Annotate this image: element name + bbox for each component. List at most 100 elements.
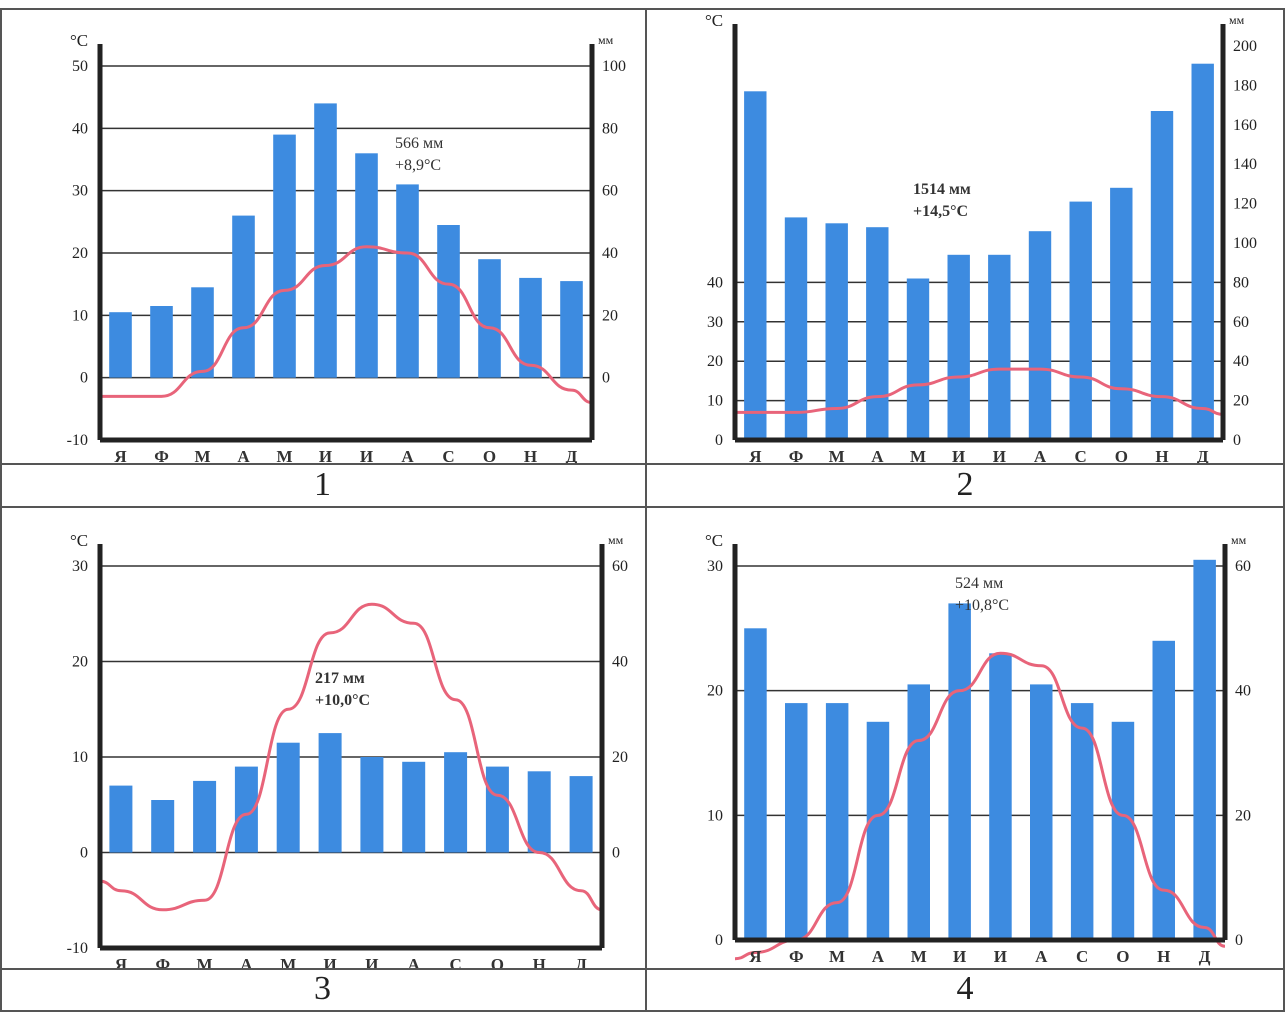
- precip-tick-label-1: 20: [1235, 807, 1251, 824]
- annotation-line-1: 1514 мм: [913, 181, 971, 198]
- month-label-10: О: [1115, 447, 1128, 463]
- precip-bar-3: [825, 223, 848, 440]
- precip-bar-5: [906, 278, 930, 440]
- precip-tick-label-2: 40: [612, 654, 628, 671]
- month-label-12: Д: [1197, 447, 1209, 463]
- temp-tick-label-4: 30: [72, 558, 88, 575]
- month-label-6: И: [319, 447, 332, 463]
- precip-bar-8: [1028, 231, 1052, 440]
- precip-tick-label-7: 140: [1233, 156, 1257, 173]
- annotation-line-1: 217 мм: [315, 670, 365, 687]
- temp-tick-label-2: 10: [72, 749, 88, 766]
- annotation-line-2: +10,0°C: [315, 692, 370, 709]
- precip-tick-label-9: 180: [1233, 77, 1257, 94]
- precip-bar-3: [825, 703, 849, 940]
- month-label-12: Д: [566, 447, 578, 463]
- precip-bar-3: [193, 780, 217, 853]
- precip-bar-8: [402, 761, 426, 853]
- month-label-6: И: [952, 447, 965, 463]
- month-label-2: Ф: [789, 447, 804, 463]
- precip-bar-10: [1110, 187, 1133, 440]
- precip-bar-12: [569, 776, 593, 853]
- caption-4: 4: [956, 970, 974, 1007]
- precip-bar-3: [191, 287, 214, 378]
- month-label-8: А: [408, 955, 421, 968]
- month-label-11: Н: [524, 447, 537, 463]
- month-label-1: Я: [749, 947, 761, 966]
- caption-3: 3: [314, 970, 331, 1007]
- month-label-3: М: [829, 447, 845, 463]
- temp-tick-label-3: 20: [72, 654, 88, 671]
- precip-bar-12: [1191, 63, 1214, 440]
- table-line-caption-top-2: [0, 968, 1285, 970]
- month-label-7: И: [365, 955, 378, 968]
- month-label-3: М: [194, 447, 210, 463]
- temp-tick-label-3: 30: [707, 558, 723, 575]
- temp-unit-label: °C: [705, 531, 723, 550]
- month-label-11: Н: [1155, 447, 1168, 463]
- precip-tick-label-2: 40: [602, 245, 618, 262]
- precip-bar-4: [866, 227, 889, 440]
- precip-bar-11: [1150, 111, 1174, 440]
- temp-tick-label-3: 20: [72, 245, 88, 262]
- climate-chart-2: 0 10 20 30 40 0 20 40 60 80 100 120 140 160 180 200 °C мм…: [705, 11, 1257, 463]
- month-label-7: И: [993, 447, 1006, 463]
- precip-bar-9: [437, 225, 460, 378]
- precip-tick-label-1: 20: [612, 749, 628, 766]
- month-label-8: А: [1035, 947, 1048, 966]
- month-label-6: И: [953, 947, 966, 966]
- precip-bar-2: [150, 306, 173, 378]
- precip-bar-9: [1069, 201, 1092, 440]
- precip-bar-2: [785, 703, 808, 940]
- month-label-10: О: [483, 447, 496, 463]
- precip-tick-label-3: 60: [1235, 558, 1251, 575]
- precip-tick-label-1: 20: [1233, 393, 1249, 410]
- precip-tick-label-8: 160: [1233, 117, 1257, 134]
- precip-bar-11: [1152, 640, 1175, 940]
- caption-1: 1: [314, 466, 331, 503]
- month-label-3: М: [197, 955, 213, 968]
- month-label-8: А: [1034, 447, 1047, 463]
- table-line-caption-top-1: [0, 463, 1285, 465]
- precip-bar-4: [232, 215, 255, 378]
- temp-tick-label-0: -10: [67, 432, 88, 449]
- precip-tick-label-0: 0: [612, 845, 620, 862]
- month-label-1: Я: [115, 955, 127, 968]
- precip-bar-1: [109, 312, 132, 378]
- precip-bar-7: [989, 653, 1012, 940]
- month-label-12: Д: [575, 955, 587, 968]
- precip-bar-10: [485, 766, 509, 853]
- temp-tick-label-6: 50: [72, 58, 88, 75]
- precip-bar-4: [866, 721, 890, 940]
- precip-bar-9: [1070, 703, 1094, 940]
- annotation-line-2: +10,8°C: [955, 597, 1009, 614]
- month-label-2: Ф: [155, 955, 170, 968]
- temp-tick-label-1: 0: [80, 845, 88, 862]
- precip-unit-label: мм: [1229, 13, 1245, 27]
- precip-bar-6: [314, 103, 337, 378]
- precip-tick-label-3: 60: [612, 558, 628, 575]
- precip-tick-label-1: 20: [602, 307, 618, 324]
- precip-bar-12: [1193, 559, 1216, 940]
- annotation-line-1: 566 мм: [395, 135, 443, 152]
- table-vertical-divider: [645, 8, 647, 1012]
- precip-unit-label: мм: [1231, 533, 1247, 547]
- precip-tick-label-2: 40: [1233, 353, 1249, 370]
- climate-chart-1: -10 0 10 20 30 40 50 0 20 40 60 80 100 °C мм Я Ф М А М И И А С О…: [67, 31, 626, 463]
- precip-bar-4: [234, 766, 258, 853]
- month-label-5: М: [276, 447, 292, 463]
- precip-bar-5: [907, 684, 930, 940]
- temp-tick-label-5: 40: [72, 120, 88, 137]
- precip-tick-label-10: 200: [1233, 38, 1257, 55]
- precip-tick-label-0: 0: [1233, 432, 1241, 449]
- precip-tick-label-4: 80: [602, 120, 618, 137]
- month-label-9: С: [1075, 447, 1087, 463]
- month-label-5: М: [911, 947, 927, 966]
- table-line-caption-bottom-1: [0, 506, 1285, 508]
- temp-tick-label-0: -10: [67, 940, 88, 957]
- temp-tick-label-4: 40: [707, 274, 723, 291]
- temp-tick-label-2: 20: [707, 353, 723, 370]
- month-label-1: Я: [114, 447, 126, 463]
- precip-bar-1: [744, 628, 767, 940]
- precip-bar-6: [948, 603, 971, 940]
